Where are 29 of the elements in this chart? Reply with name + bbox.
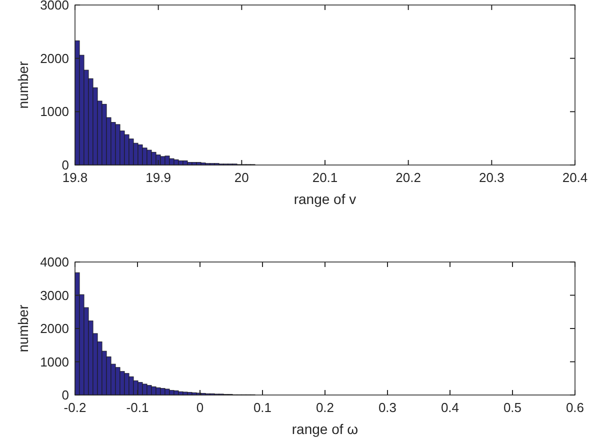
x-tick-label: 19.9 <box>146 170 171 185</box>
x-tick-label: 19.8 <box>62 170 88 185</box>
y-axis-title: number <box>15 60 31 109</box>
x-tick-label: 0.3 <box>378 400 397 415</box>
y-tick-label: 2000 <box>40 321 69 336</box>
x-tick-label: -0.2 <box>64 400 86 415</box>
x-tick-label: 0 <box>196 400 204 415</box>
y-tick-label: 0 <box>62 388 69 402</box>
y-tick-label: 0 <box>62 158 69 172</box>
x-tick-label: 20 <box>234 170 249 185</box>
x-tick-label: 20.1 <box>312 170 338 185</box>
y-tick-label: 4000 <box>40 254 69 270</box>
x-tick-label: 0.1 <box>253 400 272 415</box>
x-tick-label: 20.4 <box>562 170 588 185</box>
y-tick-label: 2000 <box>40 50 69 66</box>
y-tick-label: 3000 <box>40 0 69 12</box>
x-tick-label: 0.2 <box>316 400 334 415</box>
x-tick-label: 0.6 <box>566 400 584 415</box>
x-tick-label: 20.2 <box>396 170 421 185</box>
x-axis-title: range of ω <box>292 421 358 437</box>
y-tick-label: 3000 <box>40 288 69 303</box>
x-tick-label: 0.5 <box>503 400 522 415</box>
y-tick-label: 1000 <box>40 354 69 370</box>
y-tick-label: 1000 <box>40 104 69 120</box>
x-axis-title: range of v <box>294 191 356 207</box>
x-tick-label: 20.3 <box>479 170 504 185</box>
x-tick-label: 0.4 <box>440 400 460 415</box>
x-tick-label: -0.1 <box>126 400 149 415</box>
y-axis-title: number <box>15 304 31 352</box>
